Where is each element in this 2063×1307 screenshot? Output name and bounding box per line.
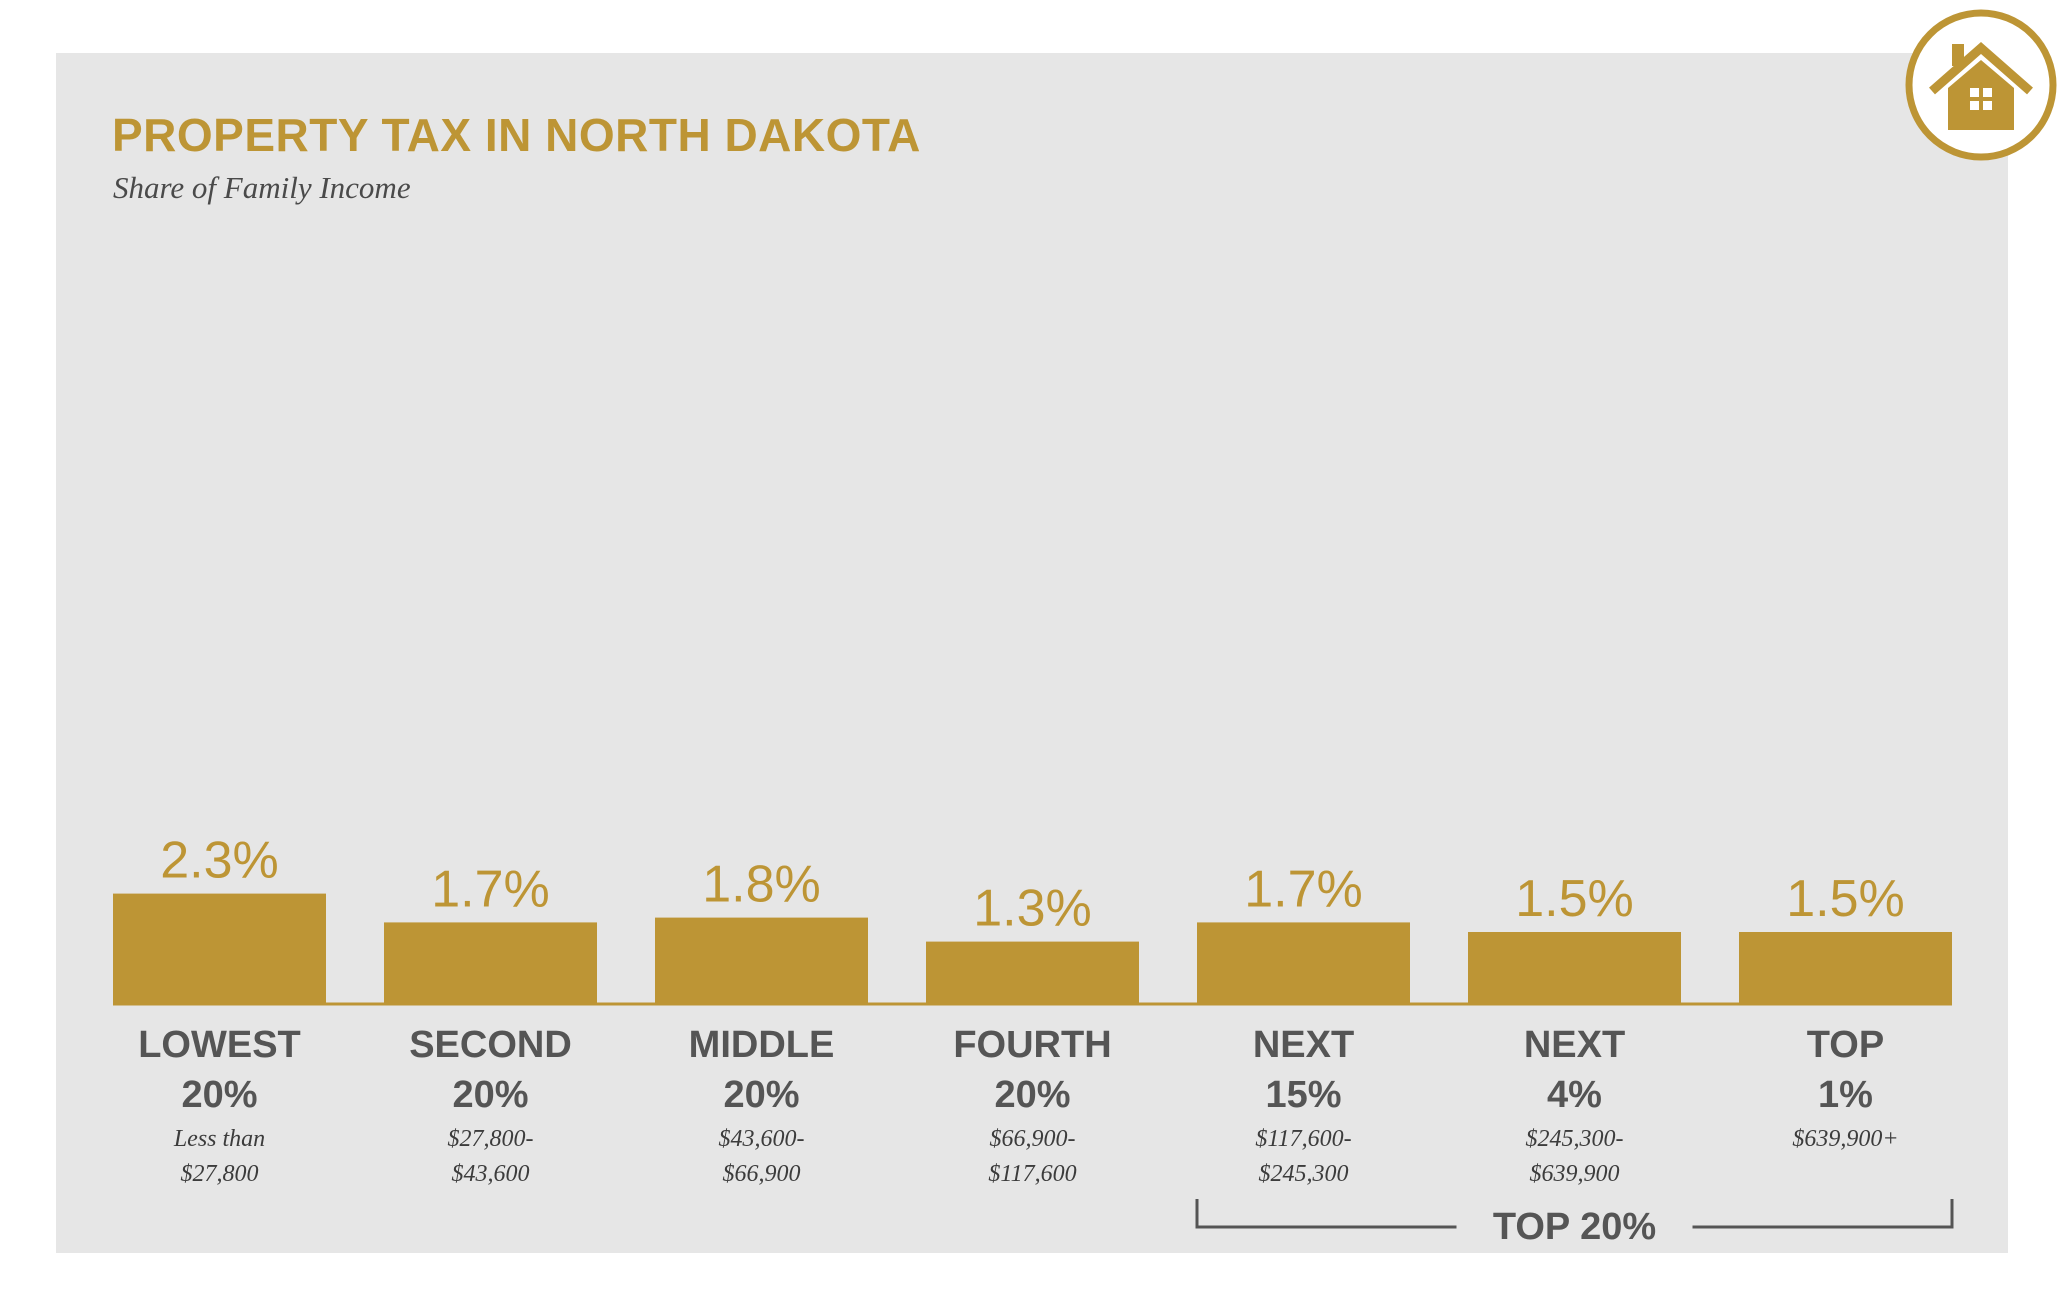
bar-value-label: 1.8% xyxy=(702,856,821,914)
house-icon xyxy=(1905,9,2057,161)
income-range-label: $66,900- xyxy=(990,1126,1076,1152)
income-range-label: $66,900 xyxy=(723,1161,801,1187)
bar xyxy=(1197,922,1410,1004)
income-range-label: $27,800 xyxy=(181,1161,259,1187)
bar-value-label: 1.7% xyxy=(431,860,550,918)
group-bracket-right xyxy=(1692,1199,1954,1229)
category-label: NEXT xyxy=(1253,1024,1354,1066)
income-range-label: $117,600- xyxy=(1255,1126,1351,1152)
category-share-label: 20% xyxy=(723,1074,799,1116)
category-label: TOP xyxy=(1807,1024,1884,1066)
chart-panel xyxy=(56,53,2008,1253)
income-range-label: $245,300- xyxy=(1526,1126,1624,1152)
bar-value-label: 1.5% xyxy=(1515,870,1634,928)
category-share-label: 20% xyxy=(181,1074,257,1116)
category-share-label: 1% xyxy=(1818,1074,1873,1116)
bar-value-label: 1.5% xyxy=(1786,870,1905,928)
income-range-label: Less than xyxy=(173,1126,265,1152)
category-label: FOURTH xyxy=(953,1024,1111,1066)
income-range-label: $117,600 xyxy=(988,1161,1076,1187)
bar xyxy=(926,941,1139,1004)
group-bracket-left xyxy=(1195,1199,1457,1229)
bar-value-label: 2.3% xyxy=(160,832,279,890)
income-range-label: $245,300 xyxy=(1259,1161,1349,1187)
bar-value-label: 1.3% xyxy=(973,880,1092,938)
income-range-label: $639,900+ xyxy=(1792,1126,1898,1152)
category-share-label: 4% xyxy=(1547,1074,1602,1116)
bar xyxy=(655,917,868,1004)
bar xyxy=(384,922,597,1004)
group-label: TOP 20% xyxy=(1493,1206,1656,1248)
bar-value-label: 1.7% xyxy=(1244,860,1363,918)
bar xyxy=(113,893,326,1004)
category-share-label: 20% xyxy=(452,1074,528,1116)
category-label: NEXT xyxy=(1524,1024,1625,1066)
bar xyxy=(1468,932,1681,1004)
category-share-label: 15% xyxy=(1265,1074,1341,1116)
category-label: MIDDLE xyxy=(689,1024,835,1066)
chart-title: PROPERTY TAX IN NORTH DAKOTA xyxy=(112,109,921,161)
chart-subtitle: Share of Family Income xyxy=(113,170,411,205)
income-range-label: $639,900 xyxy=(1530,1161,1620,1187)
income-range-label: $27,800- xyxy=(448,1126,534,1152)
category-label: SECOND xyxy=(409,1024,572,1066)
income-range-label: $43,600 xyxy=(452,1161,530,1187)
income-range-label: $43,600- xyxy=(719,1126,805,1152)
category-share-label: 20% xyxy=(994,1074,1070,1116)
bar xyxy=(1739,932,1952,1004)
category-label: LOWEST xyxy=(138,1024,301,1066)
